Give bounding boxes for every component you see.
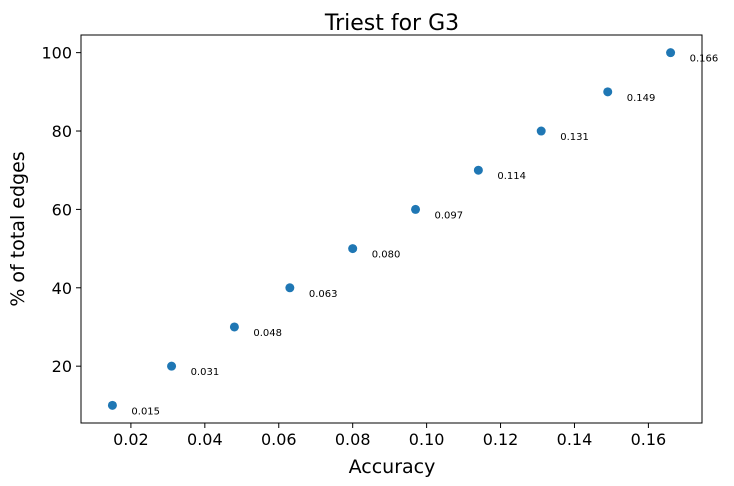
data-point — [666, 48, 676, 58]
data-point — [411, 204, 421, 214]
x-tick-label: 0.02 — [113, 430, 149, 449]
y-tick-label: 20 — [52, 357, 72, 376]
x-tick-label: 0.04 — [187, 430, 223, 449]
y-tick-label: 40 — [52, 279, 72, 298]
data-points — [107, 48, 676, 410]
x-tick-label: 0.16 — [631, 430, 667, 449]
data-point — [107, 400, 117, 410]
data-label: 0.048 — [253, 328, 282, 339]
data-point — [603, 87, 613, 97]
data-point — [229, 322, 239, 332]
data-point — [473, 165, 483, 175]
data-label: 0.097 — [435, 210, 464, 221]
data-labels: 0.015 0.031 0.048 0.063 0.080 0.097 0.114 0.131… — [131, 54, 718, 418]
data-point — [285, 283, 295, 293]
x-tick-label: 0.10 — [409, 430, 445, 449]
x-tick-label: 0.12 — [483, 430, 519, 449]
data-label: 0.080 — [372, 250, 401, 261]
data-point — [348, 244, 358, 254]
x-tick-label: 0.14 — [557, 430, 593, 449]
data-label: 0.031 — [191, 367, 220, 378]
data-label: 0.149 — [627, 93, 656, 104]
x-tick-label: 0.06 — [261, 430, 297, 449]
y-axis: 20 40 60 80 100 — [41, 44, 81, 376]
data-label: 0.166 — [690, 54, 719, 65]
chart-title: Triest for G3 — [324, 11, 459, 36]
y-tick-label: 60 — [52, 200, 72, 219]
data-point — [167, 361, 177, 371]
y-tick-label: 100 — [41, 44, 72, 63]
x-axis: 0.02 0.04 0.06 0.08 0.10 0.12 0.14 0.16 — [113, 423, 666, 449]
data-label: 0.063 — [309, 289, 338, 300]
plot-area-frame — [80, 34, 703, 424]
x-tick-label: 0.08 — [335, 430, 371, 449]
y-tick-label: 80 — [52, 122, 72, 141]
data-label: 0.015 — [131, 406, 160, 417]
data-point — [536, 126, 546, 136]
data-label: 0.131 — [560, 132, 589, 143]
x-axis-label: Accuracy — [349, 456, 436, 478]
y-axis-label: % of total edges — [7, 151, 29, 306]
data-label: 0.114 — [497, 171, 526, 182]
